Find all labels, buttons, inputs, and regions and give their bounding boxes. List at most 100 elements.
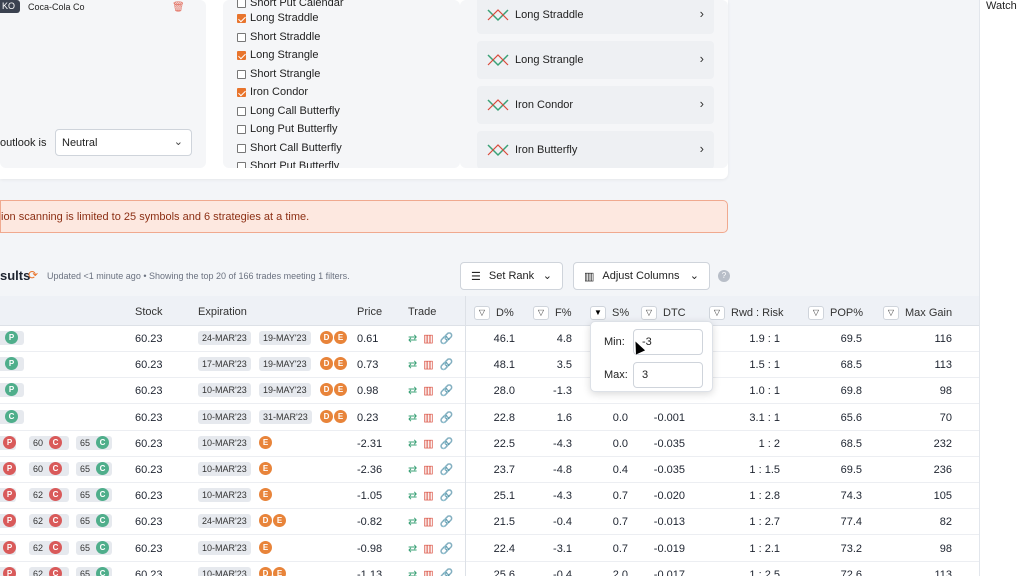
chart-icon[interactable]: ▥ bbox=[423, 333, 434, 345]
column-header[interactable]: ▽ POP% bbox=[808, 306, 863, 320]
swap-icon[interactable]: ⇄ bbox=[408, 411, 418, 424]
strategy-card[interactable]: Iron Butterfly › bbox=[477, 131, 714, 168]
outlook-select[interactable]: Neutral ⌄ bbox=[55, 129, 192, 156]
swap-icon[interactable]: ⇄ bbox=[408, 542, 418, 555]
swap-icon[interactable]: ⇄ bbox=[408, 359, 418, 372]
expiration-pill: 10-MAR'23 bbox=[198, 409, 251, 424]
column-header[interactable]: ▽ F% bbox=[533, 306, 572, 320]
swap-icon[interactable]: ⇄ bbox=[408, 333, 418, 345]
link-icon[interactable]: 🔗 bbox=[439, 385, 454, 398]
filter-icon[interactable]: ▽ bbox=[474, 306, 490, 320]
checkbox[interactable] bbox=[237, 50, 246, 60]
chart-icon[interactable]: ▥ bbox=[423, 464, 434, 476]
strategy-checkbox-item[interactable]: Long Straddle bbox=[237, 11, 319, 25]
column-header[interactable]: Trade bbox=[408, 306, 436, 318]
filter-icon[interactable]: ▽ bbox=[883, 306, 899, 320]
cell-f: 1.6 bbox=[556, 411, 572, 424]
table-row[interactable]: P 62 C 65 C 60.23 10-MAR'23 E -0.98 ⇄ ▥ 🔗 22.4 -3.1 0.… bbox=[0, 536, 979, 562]
chart-icon[interactable]: ▥ bbox=[423, 516, 434, 529]
checkbox[interactable] bbox=[237, 161, 246, 168]
column-header-label: F% bbox=[555, 306, 572, 319]
strategy-checkbox-item[interactable]: Iron Condor bbox=[237, 85, 308, 99]
chart-icon[interactable]: ▥ bbox=[423, 411, 434, 424]
chart-icon[interactable]: ▥ bbox=[423, 385, 434, 398]
strategy-checkbox-item[interactable]: Short Strangle bbox=[237, 67, 320, 81]
table-row[interactable]: P 62 C 65 C 60.23 10-MAR'23 E -1.05 ⇄ ▥ 🔗 25.1 -4.3 0.… bbox=[0, 483, 979, 510]
filter-icon[interactable]: ▽ bbox=[709, 306, 725, 320]
cell-s: 0.7 bbox=[612, 542, 628, 555]
filter-icon[interactable]: ▽ bbox=[533, 306, 549, 320]
trash-icon[interactable]: 🗑 bbox=[172, 2, 185, 13]
table-row[interactable]: P 62 C 65 C 60.23 10-MAR'23 D E -1.13 ⇄ ▥ 🔗 25.6 -0.4 2… bbox=[0, 562, 979, 576]
chart-icon[interactable]: ▥ bbox=[423, 568, 434, 576]
link-icon[interactable]: 🔗 bbox=[439, 333, 454, 345]
checkbox[interactable] bbox=[237, 124, 246, 134]
strategy-card[interactable]: Iron Condor › bbox=[477, 86, 714, 124]
checkbox-label: Iron Condor bbox=[250, 86, 309, 98]
watch-label[interactable]: Watch bbox=[986, 0, 1017, 12]
chart-icon[interactable]: ▥ bbox=[423, 542, 434, 555]
max-input[interactable]: 3 bbox=[633, 362, 703, 388]
strategy-card[interactable]: Long Straddle › bbox=[477, 0, 714, 34]
leg-strike: 62 bbox=[33, 490, 44, 501]
leg-strike: 65 bbox=[80, 516, 91, 527]
column-header[interactable]: Stock bbox=[135, 306, 163, 318]
column-header[interactable]: ▼ S% bbox=[590, 306, 629, 320]
swap-icon[interactable]: ⇄ bbox=[408, 437, 418, 450]
column-header[interactable]: Price bbox=[357, 306, 382, 318]
link-icon[interactable]: 🔗 bbox=[439, 437, 454, 450]
column-header[interactable]: Expiration bbox=[198, 306, 247, 318]
strategy-card[interactable]: Long Strangle › bbox=[477, 41, 714, 79]
filter-icon[interactable]: ▽ bbox=[641, 306, 657, 320]
swap-icon[interactable]: ⇄ bbox=[408, 490, 418, 503]
column-header[interactable]: ▽ DTC bbox=[641, 306, 686, 320]
chart-icon[interactable]: ▥ bbox=[423, 490, 434, 503]
checkbox[interactable] bbox=[237, 87, 246, 97]
column-header[interactable]: ▽ Max Gain bbox=[883, 306, 952, 320]
strategy-checkbox-item[interactable]: Short Put Calendar bbox=[237, 0, 344, 10]
min-input[interactable]: -3 bbox=[633, 329, 703, 355]
table-row[interactable]: C 60.23 10-MAR'23 31-MAR'23 D E 0.23 ⇄ ▥ 🔗 22.8 1.6… bbox=[0, 405, 979, 431]
table-row[interactable]: P 60.23 24-MAR'23 19-MAY'23 D E 0.61 ⇄ ▥ 🔗 46.1 4.8… bbox=[0, 326, 979, 352]
link-icon[interactable]: 🔗 bbox=[439, 464, 454, 476]
column-header[interactable]: ▽ Rwd : Risk bbox=[709, 306, 784, 320]
link-icon[interactable]: 🔗 bbox=[439, 411, 454, 424]
table-row[interactable]: P 60.23 10-MAR'23 19-MAY'23 D E 0.98 ⇄ ▥ 🔗 28.0 -1.… bbox=[0, 378, 979, 405]
table-row[interactable]: P 60 C 65 C 60.23 10-MAR'23 E -2.31 ⇄ ▥ 🔗 22.5 -4.3 0.… bbox=[0, 431, 979, 457]
strategy-checkbox-item[interactable]: Short Straddle bbox=[237, 30, 320, 44]
swap-icon[interactable]: ⇄ bbox=[408, 385, 418, 398]
swap-icon[interactable]: ⇄ bbox=[408, 464, 418, 476]
column-header[interactable]: ▽ D% bbox=[474, 306, 514, 320]
filter-icon[interactable]: ▽ bbox=[808, 306, 824, 320]
checkbox[interactable] bbox=[237, 0, 246, 8]
strategy-checkbox-item[interactable]: Long Strangle bbox=[237, 48, 319, 62]
checkbox[interactable] bbox=[237, 32, 246, 42]
adjust-columns-button[interactable]: ▥ Adjust Columns ⌄ bbox=[573, 262, 710, 290]
checkbox[interactable] bbox=[237, 106, 246, 116]
table-row[interactable]: P 60 C 65 C 60.23 10-MAR'23 E -2.36 ⇄ ▥ 🔗 23.7 -4.8 0.… bbox=[0, 457, 979, 483]
strategy-checkbox-item[interactable]: Short Put Butterfly bbox=[237, 159, 339, 168]
strategy-checkbox-item[interactable]: Long Put Butterfly bbox=[237, 122, 337, 136]
checkbox[interactable] bbox=[237, 69, 246, 79]
chart-icon[interactable]: ▥ bbox=[423, 437, 434, 450]
swap-icon[interactable]: ⇄ bbox=[408, 516, 418, 529]
link-icon[interactable]: 🔗 bbox=[439, 568, 454, 576]
strategy-checkbox-item[interactable]: Short Call Butterfly bbox=[237, 141, 342, 155]
swap-icon[interactable]: ⇄ bbox=[408, 568, 418, 576]
help-icon[interactable]: ? bbox=[718, 270, 730, 282]
link-icon[interactable]: 🔗 bbox=[439, 542, 454, 555]
set-rank-button[interactable]: ☰ Set Rank ⌄ bbox=[460, 262, 563, 290]
checkbox[interactable] bbox=[237, 143, 246, 153]
table-row[interactable]: P 60.23 17-MAR'23 19-MAY'23 D E 0.73 ⇄ ▥ 🔗 48.1 3.5… bbox=[0, 352, 979, 379]
link-icon[interactable]: 🔗 bbox=[439, 490, 454, 503]
expiration-pill: 31-MAR'23 bbox=[259, 409, 312, 424]
leg-strike: 60 bbox=[33, 464, 44, 474]
link-icon[interactable]: 🔗 bbox=[439, 359, 454, 372]
checkbox[interactable] bbox=[237, 13, 246, 23]
filter-icon[interactable]: ▼ bbox=[590, 306, 606, 320]
chart-icon[interactable]: ▥ bbox=[423, 359, 434, 372]
refresh-icon[interactable]: ⟳ bbox=[28, 268, 39, 282]
strategy-checkbox-item[interactable]: Long Call Butterfly bbox=[237, 104, 340, 118]
link-icon[interactable]: 🔗 bbox=[439, 516, 454, 529]
table-row[interactable]: P 62 C 65 C 60.23 24-MAR'23 D E -0.82 ⇄ ▥ 🔗 21.5 -0.4 0… bbox=[0, 509, 979, 536]
